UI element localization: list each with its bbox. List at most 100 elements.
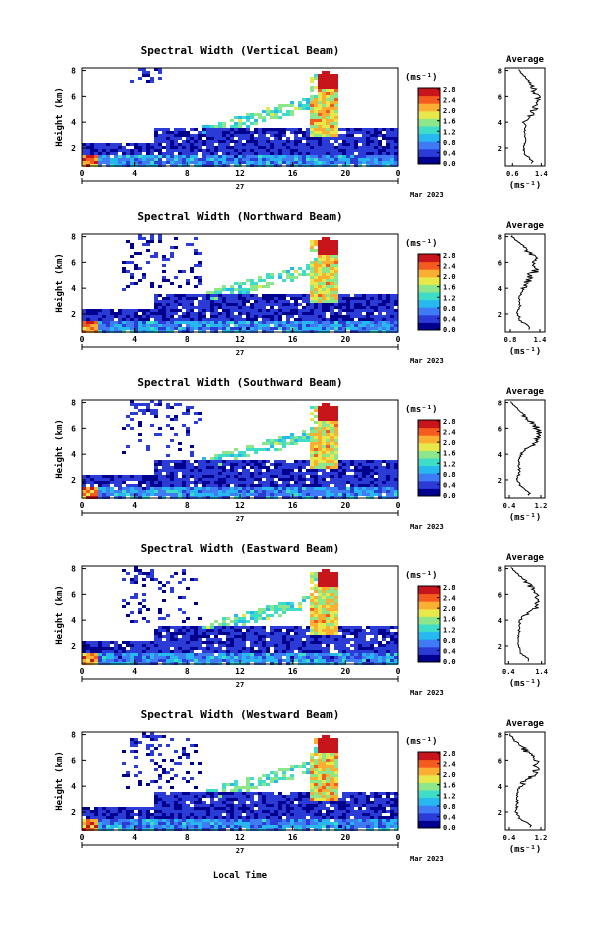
- heatmap-cell: [350, 629, 354, 632]
- heatmap-cell: [174, 481, 178, 484]
- heatmap-cell: [330, 92, 334, 95]
- heatmap-cell: [98, 656, 102, 659]
- heatmap-cell: [290, 279, 294, 282]
- heatmap-cell: [390, 484, 394, 487]
- heatmap-cell: [298, 312, 302, 315]
- heatmap-cell: [166, 312, 170, 315]
- heatmap-cell: [146, 403, 150, 406]
- heatmap-cell: [110, 475, 114, 478]
- colorbar-tick-label: 0.8: [443, 139, 456, 147]
- heatmap-cell: [318, 255, 322, 258]
- heatmap-cell: [206, 291, 210, 294]
- heatmap-cell: [94, 816, 98, 819]
- heatmap-cell: [278, 629, 282, 632]
- heatmap-cell: [306, 644, 310, 647]
- heatmap-cell: [246, 113, 250, 116]
- heatmap-cell: [86, 321, 90, 324]
- heatmap-cell: [270, 478, 274, 481]
- heatmap-cell: [222, 469, 226, 472]
- heatmap-cell: [238, 116, 242, 119]
- heatmap-cell: [270, 131, 274, 134]
- heatmap-cell: [366, 650, 370, 653]
- heatmap-cell: [334, 575, 338, 578]
- heatmap-cell: [290, 635, 294, 638]
- heatmap-cell: [182, 312, 186, 315]
- heatmap-cell: [278, 297, 282, 300]
- heatmap-cell: [194, 656, 198, 659]
- heatmap-cell: [182, 641, 186, 644]
- heatmap-cell: [158, 626, 162, 629]
- heatmap-cell: [354, 484, 358, 487]
- heatmap-cell: [194, 602, 198, 605]
- heatmap-cell: [318, 653, 322, 656]
- heatmap-cell: [370, 306, 374, 309]
- heatmap-cell: [270, 273, 274, 276]
- heatmap-cell: [154, 816, 158, 819]
- heatmap-cell: [234, 282, 238, 285]
- average-x-tick-label: 1.4: [535, 668, 548, 676]
- heatmap-cell: [202, 324, 206, 327]
- average-title: Average: [506, 55, 545, 65]
- heatmap-cell: [190, 161, 194, 164]
- heatmap-cell: [202, 635, 206, 638]
- heatmap-cell: [270, 315, 274, 318]
- heatmap-cell: [226, 650, 230, 653]
- heatmap-cell: [98, 481, 102, 484]
- heatmap-cell: [358, 653, 362, 656]
- heatmap-cell: [366, 297, 370, 300]
- heatmap-cell: [222, 161, 226, 164]
- heatmap-cell: [278, 463, 282, 466]
- heatmap-cell: [186, 469, 190, 472]
- heatmap-cell: [178, 484, 182, 487]
- heatmap-cell: [178, 659, 182, 662]
- heatmap-cell: [326, 605, 330, 608]
- heatmap-cell: [318, 107, 322, 110]
- heatmap-cell: [314, 285, 318, 288]
- heatmap-cell: [182, 146, 186, 149]
- heatmap-cell: [190, 635, 194, 638]
- heatmap-cell: [330, 258, 334, 261]
- heatmap-cell: [282, 490, 286, 493]
- heatmap-cell: [322, 113, 326, 116]
- heatmap-cell: [330, 143, 334, 146]
- heatmap-cell: [186, 303, 190, 306]
- heatmap-cell: [254, 152, 258, 155]
- heatmap-cell: [166, 309, 170, 312]
- heatmap-cell: [330, 297, 334, 300]
- heatmap-cell: [206, 644, 210, 647]
- heatmap-cell: [198, 309, 202, 312]
- heatmap-cell: [122, 158, 126, 161]
- heatmap-cell: [310, 484, 314, 487]
- heatmap-cell: [302, 155, 306, 158]
- heatmap-cell: [230, 632, 234, 635]
- heatmap-cell: [146, 735, 150, 738]
- heatmap-cell: [146, 478, 150, 481]
- heatmap-cell: [130, 80, 134, 83]
- heatmap-cell: [318, 273, 322, 276]
- heatmap-cell: [138, 267, 142, 270]
- heatmap-cell: [254, 650, 258, 653]
- heatmap-cell: [230, 493, 234, 496]
- heatmap-cell: [378, 641, 382, 644]
- heatmap-cell: [130, 403, 134, 406]
- heatmap-cell: [246, 632, 250, 635]
- heatmap-cell: [194, 143, 198, 146]
- heatmap-cell: [170, 300, 174, 303]
- heatmap-cell: [190, 270, 194, 273]
- heatmap-cell: [226, 484, 230, 487]
- x-tick-label: 4: [132, 169, 137, 178]
- heatmap-cell: [362, 128, 366, 131]
- heatmap-cell: [342, 644, 346, 647]
- heatmap-cell: [322, 641, 326, 644]
- heatmap-cell: [138, 481, 142, 484]
- heatmap-cell: [374, 481, 378, 484]
- heatmap-cell: [202, 472, 206, 475]
- heatmap-cell: [98, 478, 102, 481]
- heatmap-cell: [362, 629, 366, 632]
- heatmap-cell: [102, 810, 106, 813]
- heatmap-cell: [170, 294, 174, 297]
- heatmap-cell: [114, 490, 118, 493]
- heatmap-cell: [374, 653, 378, 656]
- heatmap-cell: [198, 487, 202, 490]
- heatmap-cell: [314, 635, 318, 638]
